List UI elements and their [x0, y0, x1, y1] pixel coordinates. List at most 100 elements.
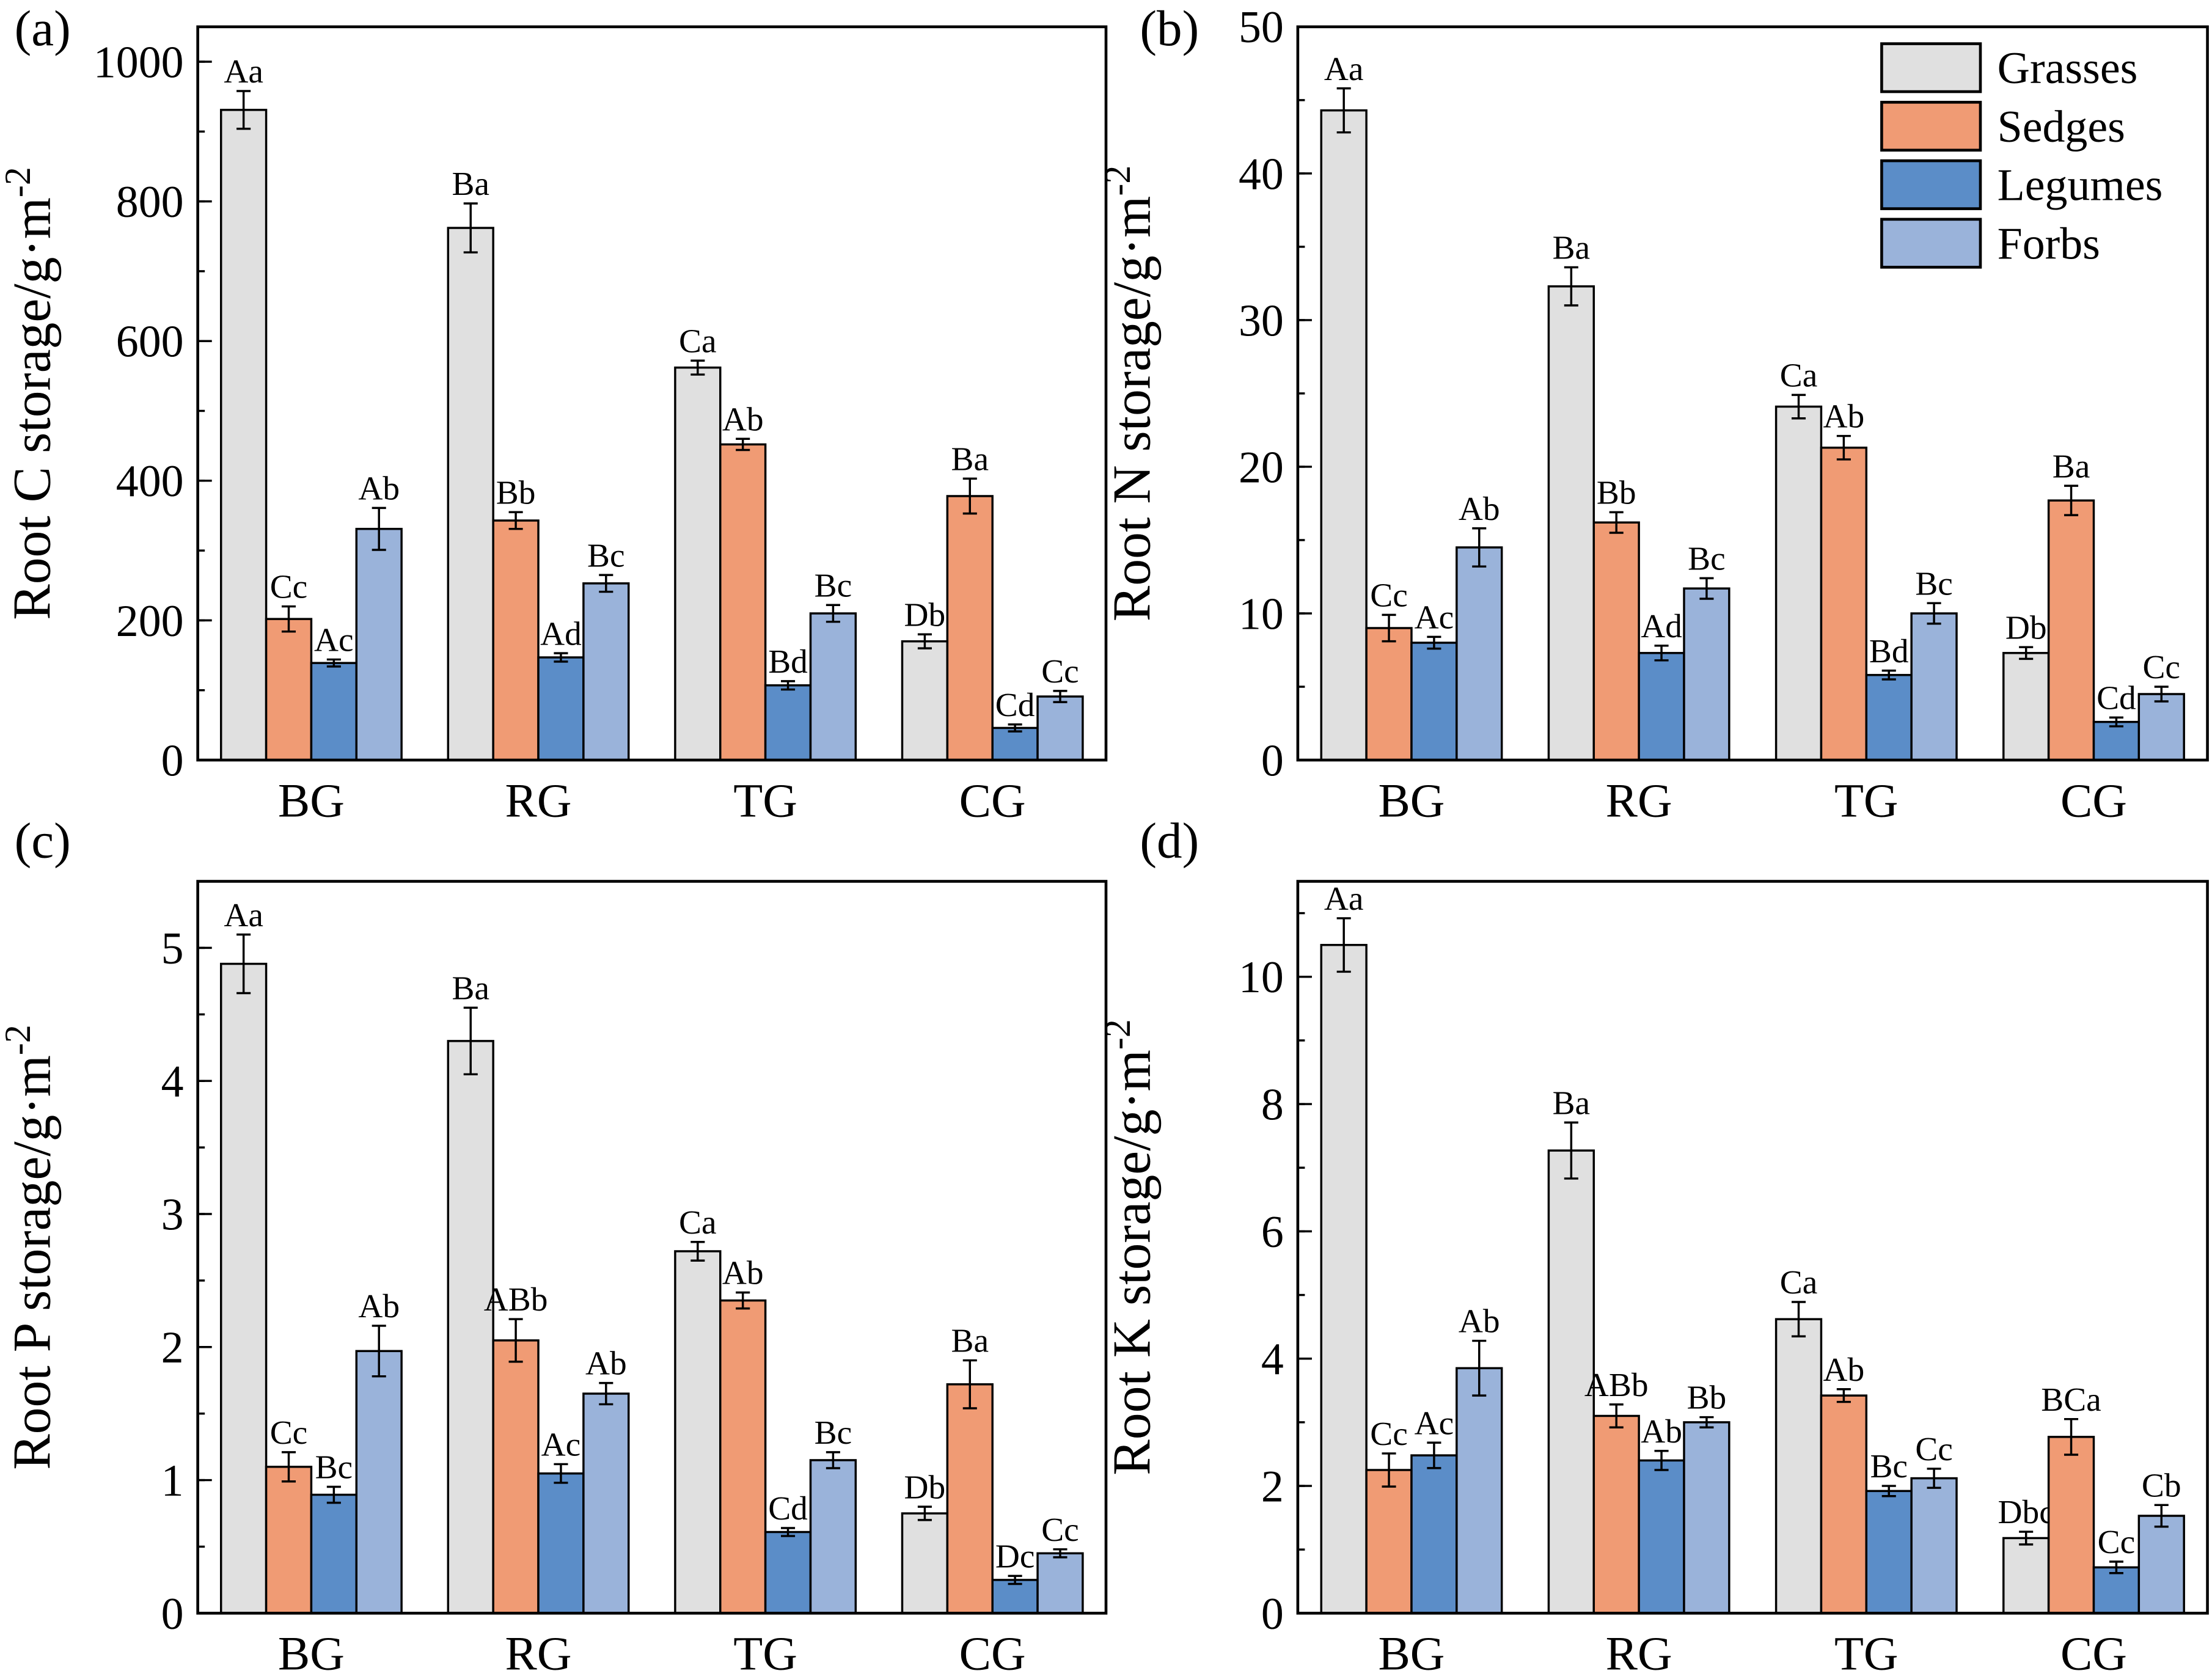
x-tick-label: TG	[1834, 773, 1899, 827]
panel-label: (a)	[15, 0, 71, 56]
significance-label: Aa	[1324, 50, 1364, 87]
bar-legumes-cg	[2092, 1566, 2141, 1615]
bar-legumes-cg	[991, 726, 1039, 761]
legend: Grasses Sedges Legumes Forbs	[1880, 42, 2163, 269]
panel-label: (c)	[15, 812, 71, 868]
bar-grasses-cg	[901, 1512, 949, 1615]
bar-forbs-rg	[582, 1392, 630, 1615]
legend-swatch-forbs	[1880, 218, 1982, 269]
significance-label: Bb	[496, 474, 536, 511]
significance-label: Ba	[452, 970, 489, 1007]
x-tick-label: BG	[278, 773, 345, 827]
significance-label: Cc	[270, 1414, 308, 1451]
significance-label: Ba	[951, 1322, 989, 1359]
bar-grasses-tg	[674, 1250, 722, 1615]
y-tick-label: 10	[1239, 588, 1284, 638]
x-tick-label: TG	[1834, 1627, 1899, 1671]
bar-legumes-cg	[991, 1579, 1039, 1615]
y-tick-label: 1000	[93, 37, 184, 87]
bar-grasses-cg	[2002, 652, 2050, 761]
significance-label: Bd	[768, 643, 808, 680]
y-tick-label: 3	[161, 1189, 184, 1239]
bar-sedges-cg	[2047, 499, 2095, 761]
y-tick-label: 5	[161, 923, 184, 973]
significance-label: Ab	[358, 1287, 400, 1325]
y-tick-label: 40	[1239, 148, 1284, 199]
bar-forbs-bg	[355, 1350, 403, 1615]
significance-label: Ba	[951, 441, 989, 478]
significance-label: Db	[904, 596, 946, 633]
bar-forbs-cg	[1036, 695, 1084, 761]
bar-legumes-tg	[1865, 1490, 1913, 1615]
y-axis-label-text: Root N storage/g·m	[1102, 196, 1162, 622]
y-tick-label: 0	[161, 1589, 184, 1639]
significance-label: Dc	[995, 1538, 1035, 1575]
significance-label: Db	[2005, 609, 2047, 646]
y-axis-label-superscript: -2	[0, 1025, 38, 1055]
significance-label: Cc	[1041, 653, 1079, 690]
y-tick-label: 4	[161, 1056, 184, 1106]
bar-sedges-cg	[946, 495, 994, 761]
significance-label: Aa	[224, 896, 263, 934]
significance-label: Ab	[1823, 1351, 1865, 1388]
x-tick-label: RG	[1606, 1627, 1672, 1671]
significance-label: Bc	[315, 1449, 353, 1486]
significance-label: Cd	[995, 686, 1035, 723]
y-axis-label-superscript: -2	[1097, 166, 1138, 196]
bar-grasses-rg	[447, 1040, 494, 1615]
bar-sedges-tg	[1820, 447, 1868, 761]
legend-swatch-grasses	[1880, 42, 1982, 93]
significance-label: Ca	[1780, 1263, 1818, 1301]
panel-a: 02004006008001000BGAaCcAcAbRGBaBbAdBcTGC…	[0, 0, 1108, 827]
significance-label: Ab	[1459, 490, 1500, 527]
significance-label: Ab	[358, 470, 400, 507]
legend-swatch-legumes	[1880, 159, 1982, 210]
significance-label: Ad	[1641, 607, 1682, 645]
bar-sedges-tg	[719, 443, 767, 761]
y-tick-label: 1	[161, 1455, 184, 1505]
y-tick-label: 400	[116, 456, 184, 506]
y-tick-label: 30	[1239, 295, 1284, 345]
bar-sedges-bg	[265, 1466, 313, 1615]
bar-grasses-tg	[674, 366, 722, 761]
significance-label: Cb	[2142, 1466, 2181, 1504]
significance-label: Cd	[768, 1490, 808, 1527]
y-tick-label: 200	[116, 596, 184, 646]
significance-label: Ab	[1459, 1303, 1500, 1340]
bar-sedges-bg	[265, 618, 313, 761]
x-tick-label: CG	[2060, 1627, 2127, 1671]
bar-forbs-cg	[2137, 693, 2185, 761]
significance-label: Cd	[2097, 679, 2136, 717]
significance-label: Cc	[2143, 648, 2181, 686]
bar-forbs-rg	[1683, 587, 1730, 761]
x-tick-label: BG	[278, 1627, 345, 1671]
y-tick-label: 10	[1239, 952, 1284, 1002]
bar-forbs-rg	[1683, 1421, 1730, 1615]
bar-sedges-tg	[719, 1299, 767, 1615]
significance-label: ABb	[484, 1281, 548, 1318]
panel-label: (b)	[1140, 0, 1199, 56]
significance-label: Ba	[1553, 229, 1591, 266]
y-tick-label: 0	[1261, 1589, 1284, 1639]
y-tick-label: 4	[1261, 1334, 1284, 1384]
significance-label: Cc	[1041, 1511, 1079, 1548]
plot-frame	[196, 25, 1108, 762]
bar-sedges-rg	[492, 519, 540, 761]
bar-forbs-tg	[1910, 1477, 1958, 1615]
y-axis-label: Root P storage/g·m-2	[0, 1025, 61, 1470]
bar-sedges-rg	[1592, 521, 1640, 761]
bar-sedges-rg	[1592, 1414, 1640, 1615]
bar-legumes-bg	[310, 662, 358, 761]
x-tick-label: TG	[733, 1627, 797, 1671]
bar-forbs-tg	[809, 612, 857, 761]
y-tick-label: 600	[116, 316, 184, 367]
y-tick-label: 0	[1261, 735, 1284, 785]
x-tick-label: TG	[733, 773, 797, 827]
bar-legumes-bg	[1410, 642, 1458, 761]
legend-swatch-sedges	[1880, 101, 1982, 152]
significance-label: Db	[904, 1468, 946, 1505]
y-axis-label-text: Root C storage/g·m	[2, 197, 61, 620]
bar-grasses-tg	[1774, 405, 1823, 761]
legend-label-grasses: Grasses	[1998, 43, 2138, 93]
y-axis-label-text: Root P storage/g·m	[2, 1055, 61, 1470]
